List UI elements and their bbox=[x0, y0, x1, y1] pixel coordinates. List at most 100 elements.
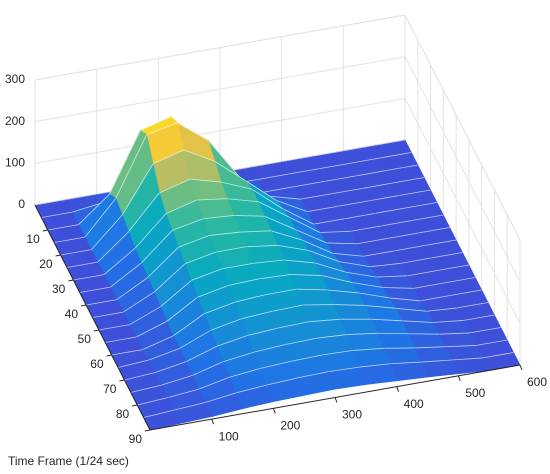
mesh-line bbox=[216, 335, 248, 347]
mesh-line bbox=[313, 218, 345, 225]
mesh-line bbox=[247, 327, 279, 336]
tick-mark bbox=[144, 429, 151, 432]
mesh-line bbox=[386, 164, 418, 171]
mesh-line bbox=[98, 324, 130, 331]
mesh-line bbox=[374, 139, 406, 146]
y-tick-label: 60 bbox=[90, 357, 104, 371]
mesh-line bbox=[353, 347, 384, 351]
mesh-line bbox=[421, 359, 452, 363]
mesh-line bbox=[155, 361, 187, 373]
tick-mark bbox=[55, 254, 61, 257]
mesh-line bbox=[116, 277, 149, 300]
y-tick-label: 90 bbox=[129, 432, 143, 446]
mesh-line bbox=[389, 297, 421, 302]
tick-mark bbox=[132, 404, 138, 407]
mesh-line bbox=[165, 199, 197, 215]
mesh-line bbox=[78, 193, 110, 225]
mesh-line bbox=[183, 149, 215, 162]
mesh-line bbox=[358, 292, 390, 299]
mesh-line bbox=[380, 152, 412, 159]
mesh-line bbox=[364, 305, 396, 309]
mesh-line bbox=[296, 288, 328, 291]
mesh-line bbox=[241, 310, 273, 320]
tick-mark bbox=[334, 397, 338, 403]
y-tick-label: 40 bbox=[65, 307, 79, 321]
mesh-line bbox=[287, 168, 319, 175]
mesh-line bbox=[425, 239, 457, 246]
mesh-line bbox=[258, 201, 290, 218]
mesh-line bbox=[407, 270, 439, 277]
mesh-line bbox=[105, 336, 137, 343]
y-tick-label: 30 bbox=[52, 282, 66, 296]
mesh-line bbox=[376, 275, 408, 278]
mesh-line bbox=[284, 337, 316, 345]
mesh-line bbox=[121, 163, 154, 216]
mesh-line bbox=[308, 250, 340, 263]
mesh-line bbox=[251, 188, 283, 210]
mesh-line bbox=[439, 332, 471, 335]
z-tick-label: 200 bbox=[5, 114, 25, 128]
mesh-line bbox=[223, 351, 255, 363]
mesh-line bbox=[221, 181, 253, 190]
mesh-line bbox=[291, 354, 323, 362]
mesh-line bbox=[318, 162, 350, 170]
mesh-line bbox=[161, 375, 193, 386]
mesh-line bbox=[185, 345, 218, 363]
y-axis-label: Time Frame (1/24 sec) bbox=[8, 454, 129, 468]
box-edge bbox=[404, 14, 521, 241]
mesh-line bbox=[290, 274, 322, 276]
mesh-line bbox=[426, 307, 458, 312]
mesh-line bbox=[160, 280, 192, 307]
mesh-line bbox=[190, 178, 222, 183]
mesh-line bbox=[148, 347, 180, 361]
mesh-line bbox=[73, 274, 105, 281]
mesh-line bbox=[128, 192, 160, 232]
x-tick-label: 400 bbox=[404, 397, 424, 411]
mesh-line bbox=[184, 251, 216, 265]
mesh-line bbox=[278, 321, 310, 329]
mesh-line bbox=[283, 259, 315, 264]
mesh-line bbox=[66, 261, 98, 268]
mesh-line bbox=[394, 245, 426, 252]
mesh-line bbox=[463, 314, 495, 321]
mesh-line bbox=[205, 392, 237, 403]
mesh-line bbox=[153, 263, 186, 293]
mesh-line bbox=[166, 296, 199, 322]
mesh-line bbox=[295, 229, 327, 244]
mesh-line bbox=[369, 262, 401, 268]
y-tick-label: 80 bbox=[116, 407, 130, 421]
mesh-line bbox=[265, 288, 297, 295]
mesh-line bbox=[240, 230, 272, 233]
mesh-line bbox=[229, 367, 261, 378]
mesh-line bbox=[264, 215, 296, 230]
mesh-line bbox=[141, 230, 173, 264]
mesh-line bbox=[350, 225, 382, 232]
mesh-line bbox=[431, 252, 463, 259]
mesh-line bbox=[197, 285, 229, 298]
y-tick-label: 10 bbox=[26, 232, 40, 246]
mesh-line bbox=[337, 200, 369, 207]
mesh-line bbox=[159, 178, 191, 194]
mesh-line bbox=[91, 214, 123, 250]
mesh-line bbox=[322, 350, 354, 356]
mesh-line bbox=[110, 262, 142, 288]
tick-mark bbox=[106, 354, 112, 357]
mesh-line bbox=[142, 335, 174, 350]
mesh-line bbox=[253, 259, 284, 264]
mesh-line bbox=[109, 130, 141, 195]
mesh-line bbox=[173, 313, 205, 337]
mesh-line bbox=[233, 215, 265, 217]
mesh-line bbox=[130, 384, 162, 393]
tick-mark bbox=[519, 364, 523, 371]
y-tick-label: 70 bbox=[103, 382, 117, 396]
mesh-line bbox=[357, 237, 389, 245]
mesh-line bbox=[215, 246, 247, 253]
mesh-line bbox=[270, 230, 303, 241]
mesh-line bbox=[294, 180, 326, 188]
mesh-line bbox=[288, 216, 321, 233]
mesh-line bbox=[177, 122, 209, 141]
mesh-line bbox=[192, 361, 224, 376]
mesh-line bbox=[414, 346, 446, 349]
mesh-line bbox=[140, 116, 172, 131]
mesh-line bbox=[450, 289, 482, 296]
